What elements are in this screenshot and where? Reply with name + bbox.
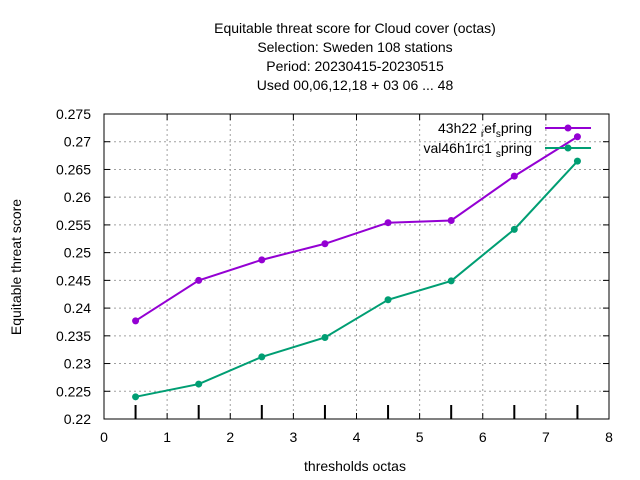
x-axis-label: thresholds octas [304,458,406,474]
grid-lines [104,114,609,419]
x-axis-ticks: 0 1 2 3 4 5 6 7 8 [100,114,613,445]
series-0-point-6 [510,172,518,180]
series-1-point-3 [321,333,329,341]
series-1-point-2 [258,353,266,361]
series-0-point-1 [195,276,203,284]
series-line-1 [135,160,579,398]
x-tick-label-2: 2 [226,429,234,445]
x-tick-label-4: 4 [353,429,361,445]
x-tick-label-0: 0 [100,429,108,445]
series-0-point-7 [573,133,581,141]
data-series [132,133,581,401]
y-tick-label-0: 0.22 [64,411,91,427]
series-line-0 [135,135,578,322]
series-1-point-5 [447,277,455,285]
threshold-marks [134,405,579,419]
chart-title-line-4: Used 00,06,12,18 + 03 06 ... 48 [257,77,454,93]
legend-swatch-marker-1 [564,144,572,152]
y-tick-label-8: 0.26 [64,189,91,205]
x-tick-label-3: 3 [289,429,297,445]
series-0-point-4 [384,219,392,227]
legend-swatch-marker-0 [564,124,572,132]
series-1-point-0 [132,393,140,401]
y-tick-label-1: 0.225 [56,383,91,399]
y-tick-label-2: 0.23 [64,356,91,372]
series-1-point-7 [573,157,581,165]
series-1-point-6 [510,225,518,233]
y-tick-label-9: 0.265 [56,161,91,177]
x-tick-label-1: 1 [163,429,171,445]
series-0-point-5 [447,216,455,224]
y-axis-ticks: 0.22 0.225 0.23 0.235 0.24 0.245 0.25 0.255 0.26… [56,106,609,427]
y-tick-label-5: 0.245 [56,272,91,288]
legend-label-1: val46h1rc1 spring [423,140,532,160]
y-axis-label: Equitable threat score [8,199,24,335]
chart-title-line-2: Selection: Sweden 108 stations [257,39,452,55]
series-1-point-4 [384,296,392,304]
y-tick-label-3: 0.235 [56,328,91,344]
x-tick-label-8: 8 [605,429,613,445]
x-tick-label-6: 6 [479,429,487,445]
series-0-point-0 [132,317,140,325]
y-tick-label-7: 0.255 [56,217,91,233]
chart-title-line-1: Equitable threat score for Cloud cover (… [214,20,496,36]
y-tick-label-6: 0.25 [64,245,91,261]
y-tick-label-11: 0.275 [56,106,91,122]
series-1-point-1 [195,380,203,388]
series-0-point-3 [321,240,329,248]
x-tick-label-5: 5 [416,429,424,445]
x-tick-label-7: 7 [542,429,550,445]
series-0-point-2 [258,256,266,264]
y-tick-label-10: 0.27 [64,134,91,150]
legend-label-0: 43h22 refspring [438,120,532,140]
chart-title-line-3: Period: 20230415-20230515 [266,58,444,74]
chart-title: Equitable threat score for Cloud cover (… [214,20,496,93]
y-tick-label-4: 0.24 [64,300,91,316]
